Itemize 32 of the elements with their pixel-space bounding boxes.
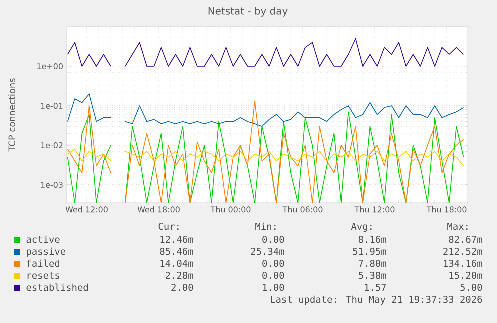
text: 51.95m [353,248,386,256]
y-axis-title: TCP connections [8,78,16,152]
legend-label: failed [27,260,60,268]
text: Last update: Thu May 21 19:37:33 2026 [271,296,482,305]
text: 212.52m [444,248,482,256]
text: 12.46m [160,236,194,244]
legend-label: established [26,284,88,292]
legend-label: resets [28,272,60,280]
text: 1.00 [263,284,284,292]
text: 0.00 [262,236,284,244]
text: 0.00 [262,272,284,280]
text: 2.28m [166,272,194,280]
text: 25.34m [251,248,284,256]
text: 2.00 [172,284,194,292]
text: Max: [448,223,468,230]
text: 5.38m [358,272,386,280]
text: 82.67m [449,236,482,244]
legend-label: passive [27,248,66,257]
legend-label: active [26,236,60,244]
text: 7.80m [358,260,386,268]
text: 14.04m [160,260,194,268]
text: 15.20m [450,272,482,280]
text: 8.16m [358,236,386,244]
text: 85.46m [160,248,194,256]
text: 134.16m [444,260,482,268]
chart-title: Netstat - by day [208,7,288,17]
text: Cur: [158,222,179,230]
text: Min: [256,222,276,230]
text: 1.57 [365,284,386,292]
text: 0.00 [262,260,284,268]
text: Avg: [351,223,372,232]
text: 5.00 [460,284,482,292]
